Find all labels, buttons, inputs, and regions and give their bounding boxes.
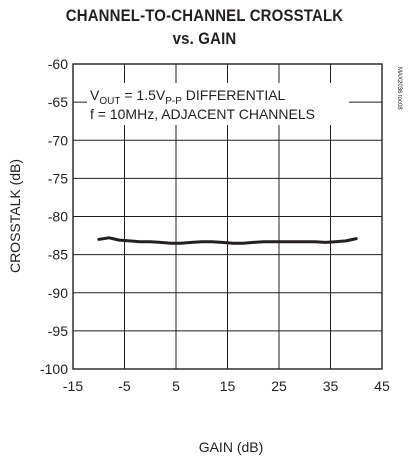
x-tick-label: -5 [118,378,131,394]
part-number: MAX2036 toc08 [396,67,402,110]
x-tick-label: 5 [172,378,180,394]
x-axis-ticks: -15 -5 5 15 25 35 45 [63,378,390,394]
y-tick-label: -85 [48,247,68,263]
annotation-eq: = 1.5V [120,87,165,103]
annotation-line1: VOUT = 1.5VP-P DIFFERENTIAL [90,87,286,107]
annotation-v: V [90,87,100,103]
series-line [97,236,358,245]
annotation-sub-pp: P-P [165,96,182,107]
x-tick-label: 25 [271,378,287,394]
chart-title-line1: CHANNEL-TO-CHANNEL CROSSTALK [65,6,344,25]
annotation-diff: DIFFERENTIAL [182,87,286,103]
x-tick-label: 35 [323,378,339,394]
y-tick-label: -100 [40,361,68,377]
y-tick-label: -60 [48,56,68,72]
y-axis-label: CROSSTALK (dB) [7,159,23,273]
y-tick-label: -65 [48,94,68,110]
chart-title-line2: vs. GAIN [172,29,237,48]
y-tick-label: -80 [48,209,68,225]
x-axis-label: GAIN (dB) [199,439,264,455]
y-axis-ticks: -60 -65 -70 -75 -80 -85 -90 -95 -100 [40,56,68,377]
annotation-background [87,83,349,125]
x-tick-label: -15 [63,378,83,394]
x-tick-label: 15 [220,378,236,394]
grid [73,64,382,369]
x-tick-label: 45 [374,378,390,394]
y-tick-label: -95 [48,323,68,339]
plot-frame [72,63,383,370]
y-tick-label: -90 [48,285,68,301]
y-tick-label: -70 [48,132,68,148]
y-tick-label: -75 [48,170,68,186]
annotation-sub-out: OUT [99,96,120,107]
annotation-line2: f = 10MHz, ADJACENT CHANNELS [90,106,315,122]
